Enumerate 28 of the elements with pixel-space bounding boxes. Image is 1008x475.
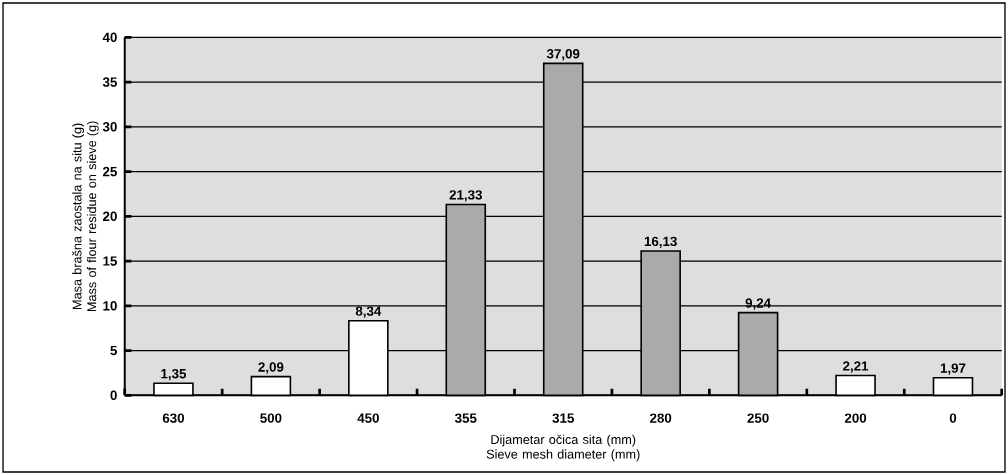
y-tick-label: 35 [102,77,117,87]
data-label: 16,13 [644,236,677,249]
x-tick-label: 315 [552,413,574,423]
x-tick-label: 500 [260,413,282,423]
y-tick-label: 0 [110,390,117,401]
data-label: 37,09 [546,49,580,61]
x-tick-label: 280 [650,413,672,423]
data-label: 2,09 [258,362,284,374]
y-tick-label: 20 [102,211,117,222]
data-label: 1,97 [940,363,966,375]
y-tick-label: 10 [103,301,117,311]
data-label: 1,35 [161,368,187,381]
data-label: 2,21 [843,361,869,373]
y-tick-label: 40 [102,32,117,43]
x-tick-label: 450 [357,413,379,423]
y-axis-title: Masa brašna zaostala na situ (g) Mass of flour residue on sieve (g) [72,121,99,312]
y-tick-label: 5 [110,345,117,356]
y-tick-label: 30 [102,122,117,132]
x-tick-label: 200 [844,413,867,423]
x-tick-label: 355 [454,413,477,423]
data-label: 8,34 [355,306,382,318]
x-tick-label: 0 [949,413,957,423]
x-tick-label: 250 [747,413,769,423]
data-label: 21,33 [449,190,482,202]
x-tick-label: 630 [162,413,185,423]
x-axis-title: Dijametar očica sita (mm) Sieve mesh diameter (mm) [486,434,640,462]
y-tick-label: 15 [103,256,117,266]
y-tick-label: 25 [102,166,117,177]
